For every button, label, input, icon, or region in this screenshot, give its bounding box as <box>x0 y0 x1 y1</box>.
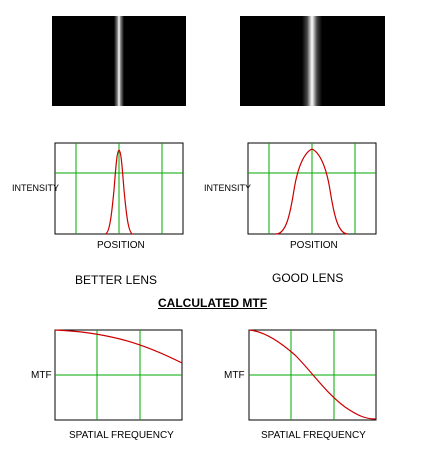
line-image-good <box>240 16 385 106</box>
psf-curve-good <box>275 148 349 235</box>
line-image-better <box>52 16 186 106</box>
psf-grid-good <box>248 143 376 234</box>
psf-grid-better <box>55 143 183 234</box>
lens-caption-better: BETTER LENS <box>75 273 158 287</box>
mtf-xlabel-better: SPATIAL FREQUENCY <box>69 430 174 441</box>
psf-curve-better <box>104 149 134 235</box>
psf-xlabel-better: POSITION <box>97 240 145 251</box>
psf-plot-good <box>247 142 377 235</box>
psf-xlabel-good: POSITION <box>290 240 338 251</box>
psf-ylabel-better: INTENSITY <box>12 183 60 193</box>
mtf-plot-good <box>248 329 377 421</box>
mtf-ylabel-good: MTF <box>224 370 245 381</box>
psf-plot-better <box>54 142 184 235</box>
figure-title: CALCULATED MTF <box>158 296 268 310</box>
lens-caption-good: GOOD LENS <box>272 271 344 285</box>
mtf-curve-good <box>248 329 377 420</box>
mtf-xlabel-good: SPATIAL FREQUENCY <box>261 430 366 441</box>
mtf-plot-better <box>54 329 183 421</box>
psf-ylabel-good: INTENSITY <box>204 183 252 193</box>
mtf-ylabel-better: MTF <box>31 370 52 381</box>
mtf-curve-better <box>54 329 183 364</box>
